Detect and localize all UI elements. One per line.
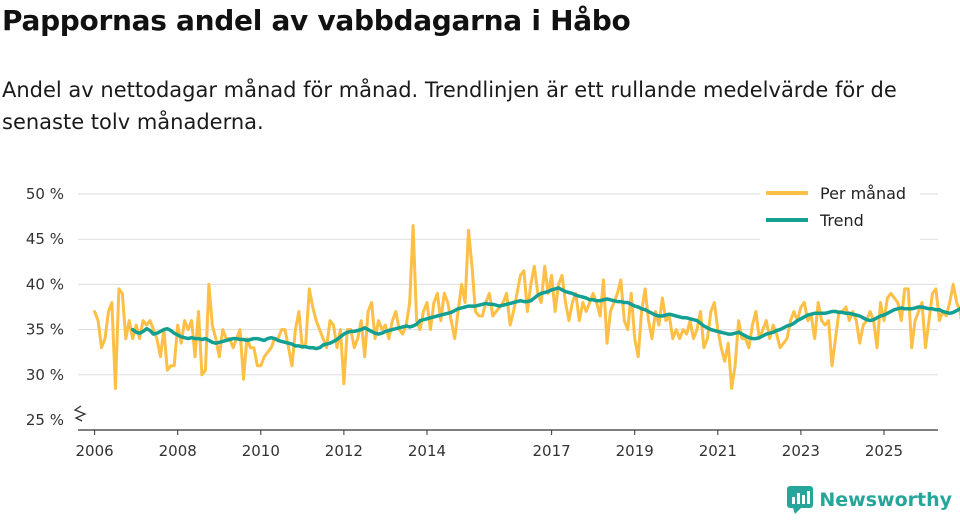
y-axis-ticks: 25 % 30 % 35 % 40 % 45 % 50 % bbox=[26, 185, 87, 429]
brand-badge[interactable]: Newsworthy bbox=[787, 486, 952, 514]
legend-label-monthly: Per månad bbox=[820, 184, 906, 203]
y-tick-label-45: 45 % bbox=[26, 230, 64, 248]
x-tick-label-2012: 2012 bbox=[325, 442, 363, 460]
y-tick-label-30: 30 % bbox=[26, 366, 64, 384]
legend-background bbox=[760, 180, 920, 240]
x-axis: 2006 2008 2010 2012 2014 2017 2019 2021 2023 2025 bbox=[76, 429, 938, 460]
chart-legend: Per månad Trend bbox=[760, 180, 920, 240]
brand-name: Newsworthy bbox=[819, 489, 952, 511]
page-title: Pappornas andel av vabbdagarna i Håbo bbox=[2, 4, 631, 37]
x-tick-label-2023: 2023 bbox=[782, 442, 820, 460]
legend-label-trend: Trend bbox=[819, 211, 864, 230]
series-line-trend bbox=[130, 286, 960, 351]
y-tick-label-35: 35 % bbox=[26, 321, 64, 339]
series-line-per-manad bbox=[93, 224, 960, 390]
y-axis-break-mark bbox=[73, 405, 87, 422]
x-tick-label-2021: 2021 bbox=[699, 442, 737, 460]
newsworthy-logo-icon bbox=[787, 486, 814, 514]
y-tick-label-50: 50 % bbox=[26, 185, 64, 203]
x-tick-label-2025: 2025 bbox=[865, 442, 903, 460]
x-tick-label-2014: 2014 bbox=[408, 442, 446, 460]
y-tick-label-25: 25 % bbox=[26, 411, 64, 429]
x-tick-label-2017: 2017 bbox=[533, 442, 571, 460]
x-tick-label-2008: 2008 bbox=[159, 442, 197, 460]
x-tick-label-2019: 2019 bbox=[616, 442, 654, 460]
chart-subtitle: Andel av nettodagar månad för månad. Tre… bbox=[2, 78, 897, 134]
x-tick-label-2006: 2006 bbox=[76, 442, 114, 460]
chart-series bbox=[93, 224, 960, 390]
x-tick-label-2010: 2010 bbox=[242, 442, 280, 460]
y-tick-label-40: 40 % bbox=[26, 275, 64, 293]
